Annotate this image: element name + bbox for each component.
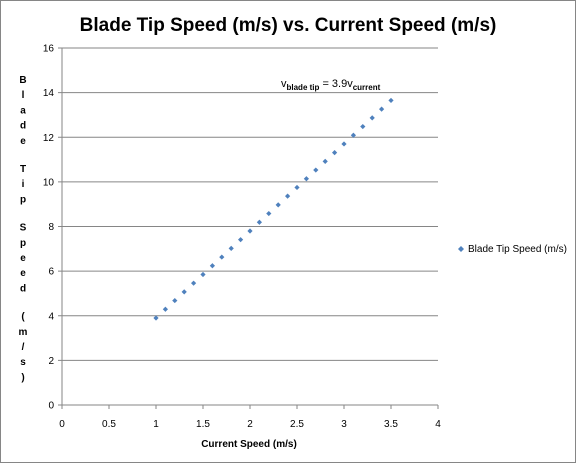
equation-annotation: vblade tip = 3.9vcurrent bbox=[281, 78, 381, 92]
y-tick-label: 6 bbox=[48, 267, 54, 278]
x-tick-labels: 0 0.5 1 1.5 2 2.5 3 3.5 4 bbox=[59, 419, 441, 430]
y-axis-title-char: p bbox=[20, 238, 26, 249]
data-point bbox=[209, 263, 215, 269]
chart-title: Blade Tip Speed (m/s) vs. Current Speed … bbox=[80, 15, 497, 36]
data-point bbox=[379, 106, 385, 112]
y-tick-label: 16 bbox=[43, 44, 55, 55]
x-tick-label: 3 bbox=[341, 419, 347, 430]
data-point bbox=[332, 150, 338, 156]
y-axis-title-char: ) bbox=[21, 372, 24, 383]
y-axis-title-char: d bbox=[20, 121, 26, 132]
y-axis-title-char: s bbox=[20, 357, 26, 368]
y-axis-title-char: l bbox=[22, 90, 25, 101]
gridlines bbox=[62, 47, 438, 361]
y-axis-title-char: B bbox=[19, 75, 26, 86]
y-tick-label: 2 bbox=[48, 356, 54, 367]
y-axis-title-char: p bbox=[20, 194, 26, 205]
legend-label: Blade Tip Speed (m/s) bbox=[468, 244, 567, 255]
y-tick-label: 14 bbox=[43, 88, 55, 99]
x-tick-label: 4 bbox=[435, 419, 441, 430]
y-axis-title-char: m bbox=[19, 327, 28, 338]
x-tick-label: 2 bbox=[247, 419, 253, 430]
y-axis-title-char: d bbox=[20, 283, 26, 294]
data-point bbox=[162, 306, 168, 312]
y-axis-title-char: e bbox=[20, 268, 26, 279]
y-axis-title-char: S bbox=[20, 223, 27, 234]
x-tick-label: 0 bbox=[59, 419, 65, 430]
y-tick-label: 0 bbox=[48, 401, 54, 412]
data-point bbox=[219, 254, 225, 260]
data-point bbox=[275, 202, 281, 208]
x-tick-label: 1.5 bbox=[196, 419, 210, 430]
x-tick-label: 1 bbox=[153, 419, 159, 430]
y-tick-label: 8 bbox=[48, 222, 54, 233]
data-point bbox=[256, 219, 262, 225]
data-point bbox=[322, 158, 328, 164]
y-axis-title-char: a bbox=[20, 105, 26, 116]
y-axis-title-char: i bbox=[22, 179, 25, 190]
data-point bbox=[360, 123, 366, 130]
annotation-suffix-sub: current bbox=[353, 83, 381, 92]
data-point bbox=[181, 289, 187, 295]
y-tick-labels: 0 2 4 6 8 10 12 14 16 bbox=[43, 44, 55, 412]
data-point bbox=[228, 245, 234, 251]
annotation-middle: = 3.9v bbox=[319, 78, 353, 90]
y-tick-label: 12 bbox=[43, 133, 55, 144]
data-point bbox=[294, 184, 300, 191]
y-tick-label: 10 bbox=[43, 177, 55, 188]
y-axis-title-char: ( bbox=[21, 312, 25, 323]
data-point bbox=[285, 193, 291, 199]
data-point bbox=[238, 237, 244, 243]
data-point bbox=[341, 141, 347, 147]
x-tick-label: 3.5 bbox=[384, 419, 398, 430]
data-point bbox=[200, 271, 206, 278]
y-axis-title-char: / bbox=[22, 342, 25, 353]
data-point bbox=[172, 297, 178, 304]
legend-marker bbox=[458, 246, 464, 252]
data-point bbox=[247, 228, 253, 234]
y-axis-title-char: T bbox=[20, 164, 26, 175]
data-point bbox=[153, 315, 159, 321]
data-point bbox=[388, 97, 394, 104]
data-point bbox=[191, 280, 197, 286]
y-tick-label: 4 bbox=[48, 311, 54, 322]
data-point bbox=[303, 176, 309, 182]
legend: Blade Tip Speed (m/s) bbox=[458, 244, 567, 255]
data-point bbox=[350, 132, 356, 138]
x-axis-title: Current Speed (m/s) bbox=[201, 439, 297, 450]
annotation-prefix-sub: blade tip bbox=[287, 83, 320, 92]
data-points bbox=[153, 97, 394, 321]
axes bbox=[58, 47, 439, 409]
x-tick-label: 0.5 bbox=[102, 419, 116, 430]
y-axis-title-char: e bbox=[20, 253, 26, 264]
data-point bbox=[266, 210, 272, 217]
y-axis-title-char: e bbox=[20, 136, 26, 147]
annotation-prefix: v bbox=[281, 78, 287, 90]
data-point bbox=[313, 167, 319, 173]
x-tick-label: 2.5 bbox=[290, 419, 304, 430]
data-point bbox=[369, 115, 375, 121]
